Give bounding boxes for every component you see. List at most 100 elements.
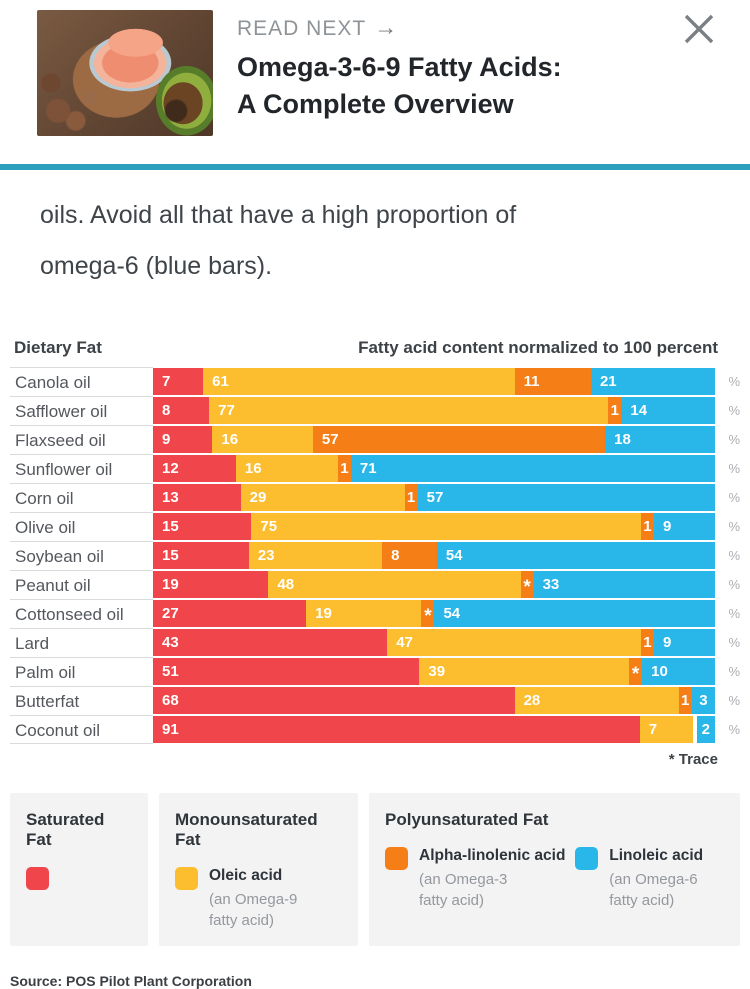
bar-segment-linoleic: 18 [605, 426, 715, 453]
segment-value: 29 [249, 489, 267, 506]
segment-value: 27 [162, 605, 179, 622]
bar-segment-alpha_linolenic: * [629, 658, 643, 685]
segment-value: 18 [614, 431, 631, 448]
stacked-bar: 51 39 * 10 [153, 657, 715, 686]
segment-value: 11 [523, 373, 540, 390]
percent-unit-label: % [728, 461, 740, 476]
legend-item-name: Oleic acid [209, 867, 283, 884]
bar-segment-oleic: 75 [251, 513, 641, 540]
bar-segment-alpha_linolenic: 1 [404, 484, 418, 511]
read-next-text-block: READ NEXT → Omega-3-6-9 Fatty Acids: A Co… [237, 10, 562, 136]
bar-segment-alpha_linolenic: 57 [312, 426, 606, 453]
segment-value: 54 [443, 605, 461, 622]
bar-segment-alpha_linolenic: 11 [514, 368, 591, 395]
segment-value: 33 [542, 576, 560, 593]
chart-row: Sunflower oil 12 16 1 71% [10, 454, 740, 483]
color-swatch-saturated [26, 867, 49, 890]
segment-value: 2 [701, 721, 710, 738]
segment-value: 39 [428, 663, 446, 680]
bar-segment-saturated: 13 [153, 484, 241, 511]
segment-value: 48 [277, 576, 295, 593]
legend-item: Oleic acid (an Omega-9 fatty acid) [175, 867, 349, 931]
stacked-bar: 68 28 1 3 [153, 686, 715, 715]
bar-segment-linoleic: 3 [691, 687, 715, 714]
legend: Saturated Fat Monounsaturated Fat Oleic ac… [10, 793, 740, 946]
article-paragraph: oils. Avoid all that have a high proport… [40, 190, 710, 292]
segment-value: 91 [162, 721, 179, 738]
legend-items: Oleic acid (an Omega-9 fatty acid) [175, 867, 342, 931]
article-title[interactable]: Omega-3-6-9 Fatty Acids: A Complete Over… [237, 49, 562, 123]
segment-value: 8 [162, 402, 171, 419]
bar-segment-alpha_linolenic: * [421, 600, 435, 627]
stacked-bar: 9 16 57 18 [153, 425, 715, 454]
color-swatch-oleic [175, 867, 198, 890]
article-thumbnail[interactable] [37, 10, 213, 136]
chart-row: Olive oil 15 75 1 9% [10, 512, 740, 541]
read-next-label[interactable]: READ NEXT → [237, 14, 562, 41]
article-title-line1: Omega-3-6-9 Fatty Acids: [237, 52, 562, 82]
stacked-bar: 91 7 2 [153, 715, 715, 744]
segment-value: 12 [162, 460, 179, 477]
percent-unit-label: % [728, 432, 740, 447]
row-label: Coconut oil [10, 715, 153, 744]
segment-value: 57 [321, 431, 339, 448]
segment-value: 14 [630, 402, 648, 419]
segment-value: 75 [260, 518, 278, 535]
bar-segment-saturated: 8 [153, 397, 210, 424]
read-next-card[interactable]: READ NEXT → Omega-3-6-9 Fatty Acids: A Co… [0, 0, 750, 136]
bar-segment-oleic: 23 [248, 542, 383, 569]
legend-group: Polyunsaturated Fat Alpha-linolenic acid (… [369, 793, 740, 946]
bar-segment-linoleic: 10 [642, 658, 715, 685]
percent-unit-label: % [728, 403, 740, 418]
close-button[interactable] [680, 10, 718, 48]
percent-unit-label: % [728, 606, 740, 621]
bar-segment-saturated: 9 [153, 426, 213, 453]
bar-segment-oleic: 19 [306, 600, 422, 627]
bar-segment-linoleic: 9 [654, 629, 715, 656]
percent-unit-label: % [728, 490, 740, 505]
stacked-bar: 7 61 11 21 [153, 367, 716, 396]
close-icon [684, 14, 714, 44]
segment-value: 21 [599, 373, 617, 390]
segment-value: 9 [663, 518, 672, 535]
bar-segment-saturated: 68 [153, 687, 515, 714]
legend-item-name: Alpha-linolenic acid [419, 847, 566, 864]
row-label: Flaxseed oil [10, 425, 153, 454]
row-label: Butterfat [10, 686, 153, 715]
segment-value: 7 [648, 721, 658, 738]
bar-segment-oleic: 16 [235, 455, 338, 482]
segment-value: * [424, 605, 432, 627]
legend-item-subtext: (an Omega-6 fatty acid) [609, 871, 698, 909]
bar-segment-alpha_linolenic: * [520, 571, 534, 598]
segment-value: 16 [221, 431, 239, 448]
segment-value: 77 [218, 402, 235, 419]
segment-value: 9 [162, 431, 171, 448]
bar-segment-alpha_linolenic: 1 [678, 687, 692, 714]
segment-value: 47 [396, 634, 413, 651]
bar-segment-oleic: 7 [639, 716, 693, 743]
chart-row: Corn oil 13 29 1 57% [10, 483, 740, 512]
bar-segment-linoleic: 54 [434, 600, 715, 627]
bar-segment-saturated: 15 [153, 542, 249, 569]
legend-item: Linoleic acid (an Omega-6 fatty acid) [575, 847, 724, 911]
legend-items [26, 867, 132, 890]
bar-segment-linoleic: 71 [350, 455, 715, 482]
segment-value: 16 [244, 460, 262, 477]
segment-value: 19 [315, 605, 332, 622]
chart-rows: Canola oil 7 61 11 21% Safflower oil 8 77 1 14% Fl… [10, 367, 740, 744]
chart-col-header-left: Dietary Fat [14, 338, 102, 357]
arrow-right-icon: → [374, 14, 398, 40]
bar-segment-saturated: 43 [153, 629, 388, 656]
segment-value: 68 [162, 692, 179, 709]
segment-value: 23 [257, 547, 275, 564]
segment-value: 1 [681, 692, 690, 709]
bar-segment-oleic: 39 [419, 658, 630, 685]
row-label: Palm oil [10, 657, 153, 686]
legend-item-text: Oleic acid (an Omega-9 fatty acid) [209, 867, 329, 931]
article-title-line2: A Complete Overview [237, 89, 514, 119]
chart-row: Flaxseed oil 9 16 57 18% [10, 425, 740, 454]
bar-segment-linoleic: 54 [436, 542, 715, 569]
segment-value: 71 [359, 460, 377, 477]
bar-segment-alpha_linolenic: 1 [640, 513, 654, 540]
legend-group-title: Monounsaturated Fat [175, 810, 318, 849]
